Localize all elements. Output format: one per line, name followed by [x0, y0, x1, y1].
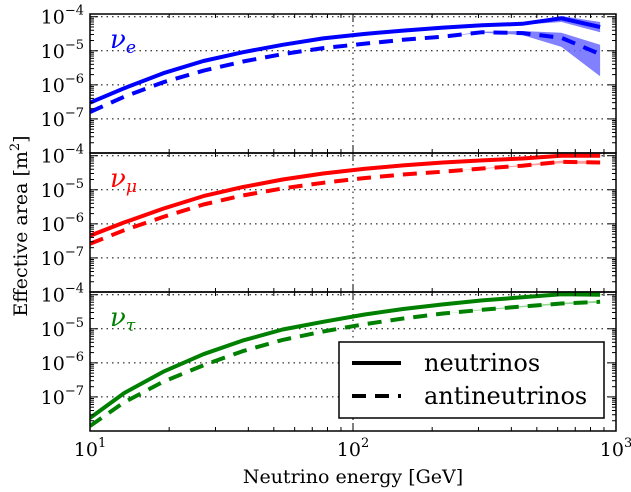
y-tick-label: 10−5 [41, 316, 84, 341]
flavor-label-bottom: ντ [110, 303, 136, 336]
y-tick-label: 10−7 [41, 384, 84, 409]
series-line-antineutrinos [90, 159, 601, 246]
x-tick-label: 102 [337, 436, 369, 461]
y-tick-label: 10−5 [41, 38, 84, 63]
series-line-neutrinos [90, 292, 601, 420]
y-tick-label: 10−6 [41, 72, 84, 97]
y-tick-label: 10−7 [41, 106, 84, 131]
y-tick-label: 10−4 [41, 143, 84, 168]
plot-area-bottom [90, 292, 601, 428]
y-tick-label: 10−4 [41, 4, 84, 29]
legend: neutrinos antineutrinos [338, 341, 605, 419]
y-axis-label-exponent: 2 [8, 143, 23, 151]
panel-top: 10−7 10−6 10−5 10−4 νe [41, 4, 617, 154]
x-tick-label: 103 [600, 436, 631, 461]
y-axis-label: Effective area [m2] [8, 135, 32, 316]
y-axis-label-close: ] [10, 135, 32, 142]
panel-middle: 10−7 10−6 10−5 10−4 νμ [41, 143, 617, 293]
series-line-neutrinos [90, 153, 601, 238]
y-axis-label-text: Effective area [m2] [8, 135, 32, 316]
y-tick-label: 10−5 [41, 177, 84, 202]
y-tick-label: 10−6 [41, 211, 84, 236]
series-line-antineutrinos [90, 30, 601, 114]
y-tick-label: 10−6 [41, 350, 84, 375]
plot-area-middle [90, 153, 601, 246]
x-tick-label: 101 [74, 436, 106, 461]
flavor-label-middle: νμ [110, 164, 137, 197]
series-line-neutrinos [90, 16, 601, 105]
panel-frame [89, 152, 617, 293]
legend-box [338, 341, 605, 419]
legend-antineutrinos-label: antineutrinos [424, 382, 587, 410]
y-tick-label: 10−4 [41, 282, 84, 307]
panels: 10−710−610−510−4νe10−710−610−510−4νμ10−7… [41, 4, 631, 461]
flavor-label-top: νe [110, 25, 136, 58]
uncertainty-band-antineutrinos [90, 31, 601, 112]
series-line-antineutrinos [90, 299, 601, 428]
x-axis-label: Neutrino energy [GeV] [243, 466, 463, 488]
plot-area-top [90, 16, 601, 114]
legend-neutrinos-label: neutrinos [424, 349, 540, 377]
y-tick-label: 10−7 [41, 245, 84, 270]
uncertainty-band-neutrinos [90, 16, 601, 103]
uncertainty-band-antineutrinos [90, 160, 601, 244]
